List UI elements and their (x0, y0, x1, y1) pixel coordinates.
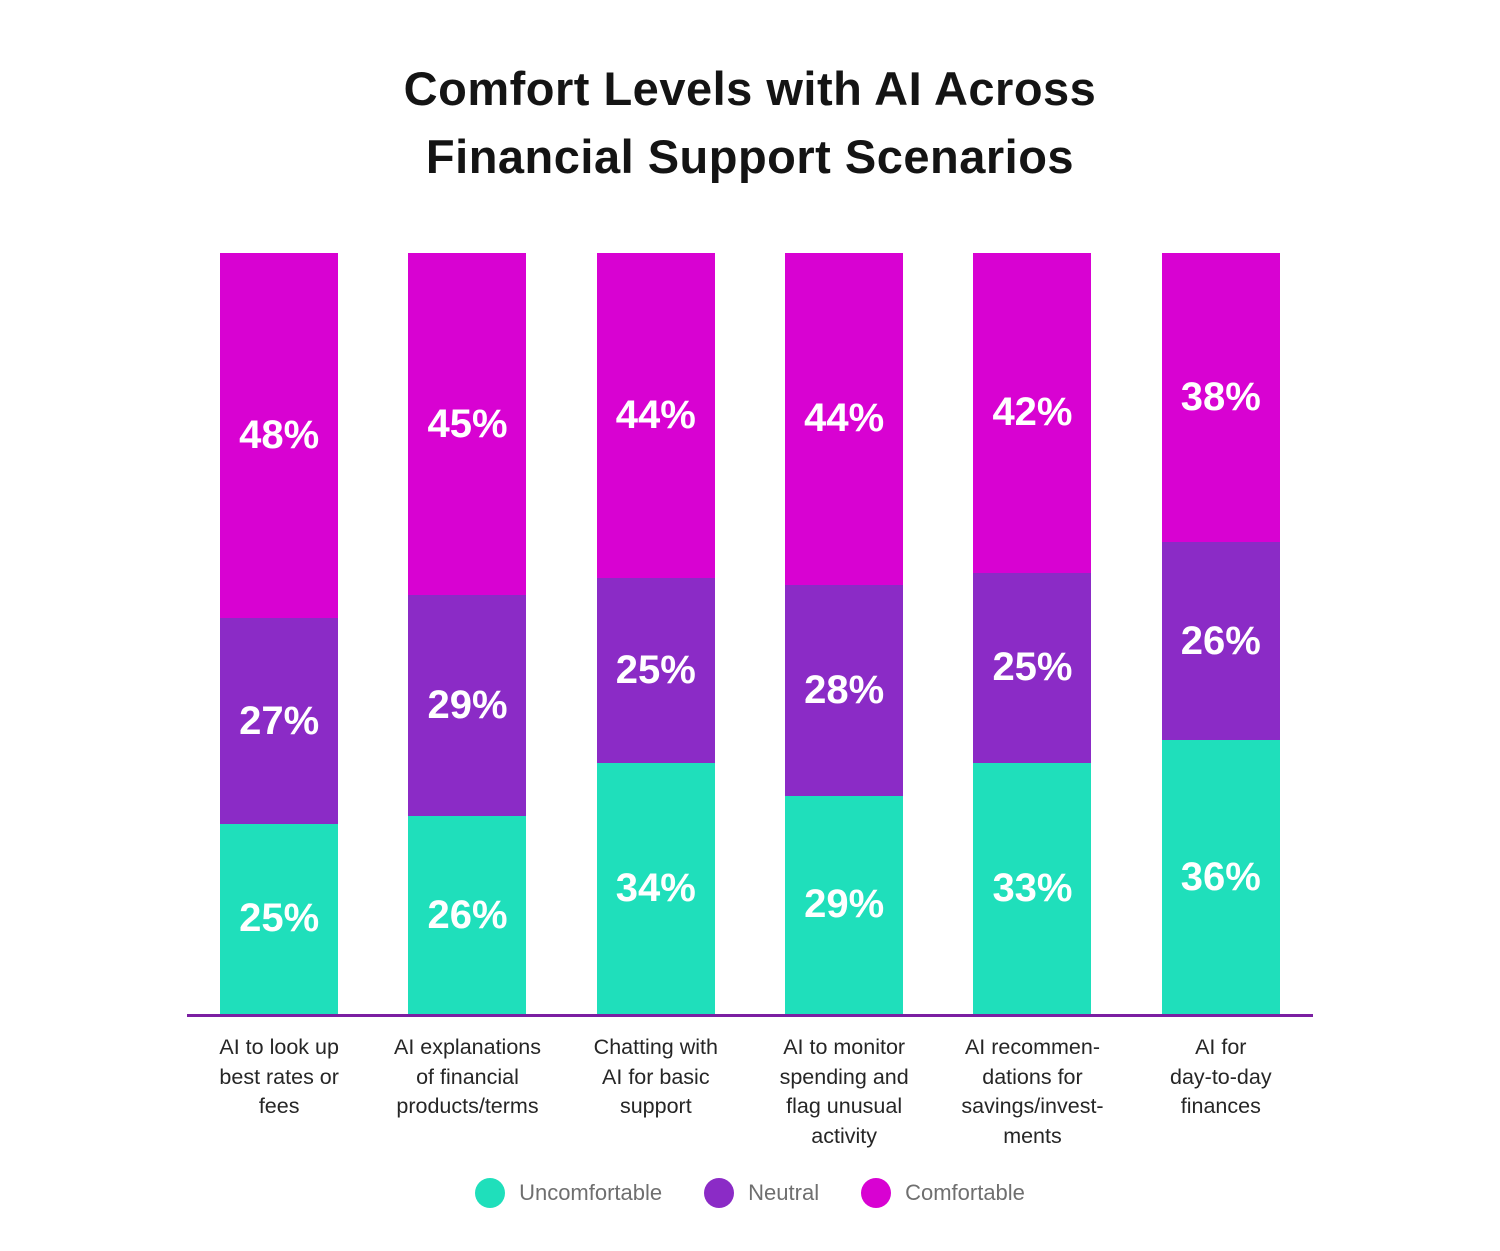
bar-cell-4: 44% 28% 29% (750, 253, 938, 1014)
category-label: AI for day-to-day finances (1170, 1035, 1272, 1119)
legend-item-comfortable: Comfortable (861, 1178, 1025, 1208)
stacked-bar-5: 42% 25% 33% (973, 253, 1092, 1014)
segment-value-label: 25% (615, 647, 696, 692)
segment-value-label: 29% (427, 683, 508, 728)
segment-uncomfortable: 26% (408, 816, 527, 1014)
segment-value-label: 45% (427, 401, 508, 446)
segment-value-label: 36% (1180, 854, 1261, 899)
segment-value-label: 38% (1180, 375, 1261, 420)
category-label: AI to monitor spending and flag unusual … (779, 1035, 909, 1148)
segment-comfortable: 48% (220, 253, 339, 619)
segment-comfortable: 38% (1161, 253, 1280, 543)
category-label-cell-6: AI for day-to-day finances (1127, 1033, 1315, 1152)
stacked-bar-2: 45% 29% 26% (408, 253, 527, 1014)
legend-item-neutral: Neutral (704, 1178, 819, 1208)
segment-value-label: 26% (1180, 618, 1261, 663)
segment-neutral: 25% (596, 578, 715, 763)
segment-uncomfortable: 34% (596, 762, 715, 1014)
segment-value-label: 27% (239, 698, 320, 743)
stacked-bar-4: 44% 28% 29% (785, 253, 904, 1014)
legend-item-uncomfortable: Uncomfortable (475, 1178, 662, 1208)
segment-value-label: 28% (804, 667, 885, 712)
bars-area: 48% 27% 25% 45% 29% 26% 44% 25% 34% 44% 28% 29% 42% 2… (185, 253, 1315, 1014)
category-label: AI recommen- dations for savings/invest-… (961, 1035, 1104, 1148)
segment-uncomfortable: 33% (973, 762, 1092, 1014)
category-label-cell-1: AI to look up best rates or fees (185, 1033, 373, 1152)
legend: Uncomfortable Neutral Comfortable (0, 1178, 1500, 1208)
segment-comfortable: 45% (408, 253, 527, 596)
category-label-cell-2: AI explanations of financial products/te… (373, 1033, 561, 1152)
stacked-bar-1: 48% 27% 25% (220, 253, 339, 1014)
segment-uncomfortable: 25% (220, 823, 339, 1014)
segment-uncomfortable: 36% (1161, 740, 1280, 1014)
legend-dot-neutral (704, 1178, 735, 1208)
legend-label: Uncomfortable (519, 1180, 663, 1205)
category-label-cell-5: AI recommen- dations for savings/invest-… (938, 1033, 1126, 1152)
category-label-cell-4: AI to monitor spending and flag unusual … (750, 1033, 938, 1152)
segment-comfortable: 42% (973, 253, 1092, 573)
segment-value-label: 34% (615, 865, 696, 910)
bar-cell-6: 38% 26% 36% (1127, 253, 1315, 1014)
segment-value-label: 25% (239, 896, 320, 941)
segment-comfortable: 44% (785, 253, 904, 585)
stacked-bar-6: 38% 26% 36% (1161, 253, 1280, 1014)
category-label: AI to look up best rates or fees (219, 1035, 339, 1119)
segment-value-label: 48% (239, 413, 320, 458)
segment-neutral: 27% (220, 618, 339, 824)
category-label: Chatting with AI for basic support (593, 1035, 718, 1119)
bar-cell-1: 48% 27% 25% (185, 253, 373, 1014)
segment-uncomfortable: 29% (785, 795, 904, 1014)
category-labels: AI to look up best rates or fees AI expla… (185, 1033, 1315, 1152)
x-axis-baseline (187, 1014, 1313, 1017)
segment-value-label: 44% (804, 396, 885, 441)
segment-value-label: 33% (992, 865, 1073, 910)
category-label-cell-3: Chatting with AI for basic support (562, 1033, 750, 1152)
legend-label: Comfortable (905, 1180, 1025, 1205)
segment-comfortable: 44% (596, 253, 715, 579)
bar-cell-3: 44% 25% 34% (562, 253, 750, 1014)
legend-dot-comfortable (861, 1178, 892, 1208)
segment-neutral: 29% (408, 595, 527, 817)
stacked-bar-3: 44% 25% 34% (596, 253, 715, 1014)
segment-value-label: 25% (992, 645, 1073, 690)
chart-title: Comfort Levels with AI Across Financial … (403, 62, 1097, 184)
bar-cell-5: 42% 25% 33% (938, 253, 1126, 1014)
segment-neutral: 28% (785, 584, 904, 796)
legend-dot-uncomfortable (475, 1178, 506, 1208)
segment-value-label: 42% (992, 390, 1073, 435)
category-label: AI explanations of financial products/te… (393, 1035, 541, 1119)
bar-cell-2: 45% 29% 26% (373, 253, 561, 1014)
segment-neutral: 25% (973, 572, 1092, 763)
segment-neutral: 26% (1161, 542, 1280, 741)
segment-value-label: 29% (804, 882, 885, 927)
segment-value-label: 44% (615, 393, 696, 438)
segment-value-label: 26% (427, 892, 508, 937)
legend-label: Neutral (748, 1180, 820, 1205)
